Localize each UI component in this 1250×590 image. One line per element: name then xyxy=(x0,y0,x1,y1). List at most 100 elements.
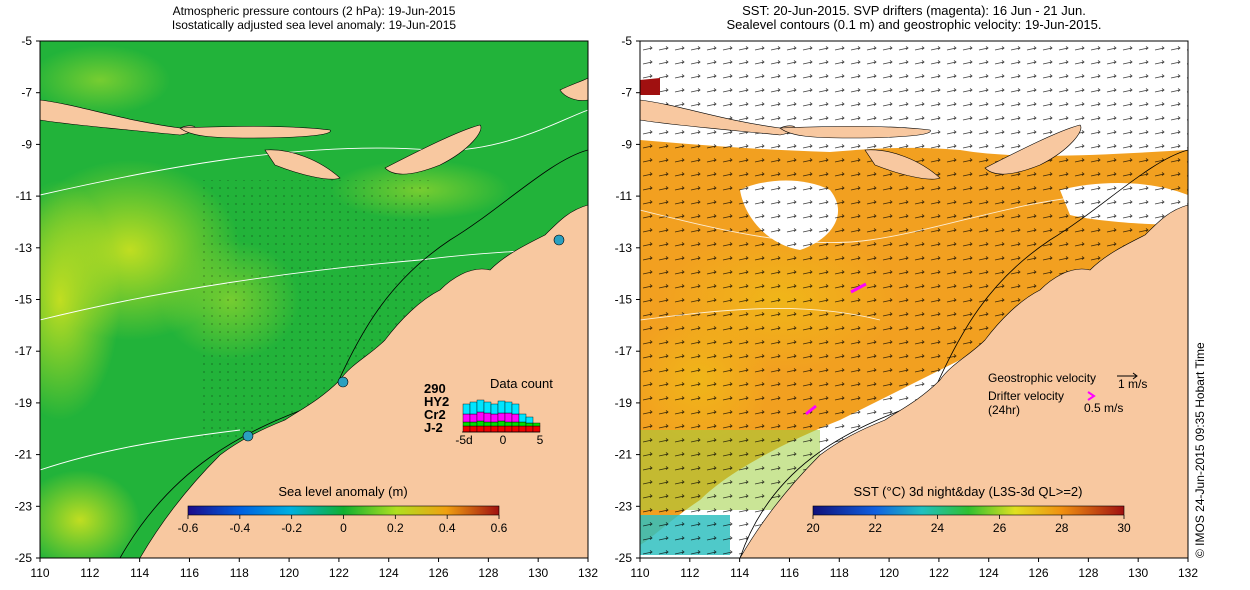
colorbar-tick-label: 0.6 xyxy=(491,521,508,535)
x-tick-label: 124 xyxy=(979,566,999,580)
x-tick-label: 118 xyxy=(830,566,849,580)
data-count-bar xyxy=(497,400,506,414)
data-count-bar xyxy=(504,401,513,414)
arrow-head-icon xyxy=(1132,372,1138,380)
left-map-panel xyxy=(40,41,588,558)
imos-credit: © IMOS 24-Jun-2015 09:35 Hobart Time xyxy=(1193,342,1207,558)
x-tick-label: 122 xyxy=(929,566,949,580)
data-count-bar xyxy=(511,413,520,423)
drifter-velocity-label: Drifter velocity xyxy=(988,389,1064,403)
data-count-bar xyxy=(511,425,520,433)
y-tick-label: -5 xyxy=(21,34,32,48)
x-tick-label: 122 xyxy=(329,566,349,580)
data-count-bar xyxy=(532,422,541,427)
drifter-arrow-icon xyxy=(1087,391,1096,401)
y-tick-label: -15 xyxy=(15,293,33,307)
data-count-title: Data count xyxy=(490,376,553,391)
tide-gauge-marker[interactable] xyxy=(242,430,254,442)
sealevel-contour xyxy=(640,194,1101,244)
data-count-axis-label: 5 xyxy=(537,433,544,447)
x-tick-label: 126 xyxy=(1029,566,1049,580)
data-count-axis-label: -5d xyxy=(455,433,472,447)
y-tick-label: -15 xyxy=(615,293,633,307)
data-count-bar xyxy=(469,421,478,427)
sla-mid-region xyxy=(40,45,170,115)
left-title-line2: Isostatically adjusted sea level anomaly… xyxy=(171,18,457,32)
sst-colorbar-gradient xyxy=(812,505,1125,516)
y-tick-label: -23 xyxy=(15,499,33,513)
left-map-title: Atmospheric pressure contours (2 hPa): 1… xyxy=(40,4,588,32)
x-tick-label: 126 xyxy=(429,566,449,580)
x-tick-label: 118 xyxy=(230,566,249,580)
data-count-bar xyxy=(462,425,471,433)
y-tick-label: -25 xyxy=(15,551,33,565)
timor-island xyxy=(384,124,482,175)
data-count-bar xyxy=(476,425,485,433)
y-tick-label: -25 xyxy=(615,551,633,565)
data-count-bar xyxy=(525,422,534,427)
colorbar-tick-label: 20 xyxy=(806,521,820,535)
data-count-bar xyxy=(469,425,478,433)
y-tick-label: -9 xyxy=(21,137,32,151)
colorbar-tick-label: -0.4 xyxy=(229,521,250,535)
data-count-bar xyxy=(511,403,520,415)
geostrophic-scale-label: 1 m/s xyxy=(1118,377,1147,391)
island xyxy=(559,77,588,101)
y-tick-label: -7 xyxy=(21,86,32,100)
y-tick-label: -5 xyxy=(621,34,632,48)
x-tick-label: 128 xyxy=(478,566,498,580)
colorbar-tick-label: 0 xyxy=(340,521,347,535)
y-tick-label: -13 xyxy=(615,241,633,255)
satellite-legend-item: 290 xyxy=(424,381,446,396)
y-tick-label: -13 xyxy=(15,241,33,255)
data-count-bar xyxy=(497,420,506,427)
y-tick-label: -21 xyxy=(615,448,633,462)
sla-colorbar-gradient xyxy=(187,505,500,516)
data-count-bar xyxy=(490,425,499,433)
x-tick-label: 120 xyxy=(279,566,299,580)
y-tick-label: -11 xyxy=(616,189,633,203)
pressure-contour xyxy=(40,429,241,471)
data-count-bar xyxy=(511,421,520,427)
data-count-bar xyxy=(497,425,506,433)
colorbar-tick-label: 24 xyxy=(931,521,945,535)
drifter-track[interactable] xyxy=(850,282,867,294)
sla-mid-region xyxy=(40,470,140,558)
tide-gauge-marker[interactable] xyxy=(337,376,349,388)
data-count-bar xyxy=(504,421,513,427)
y-tick-label: -9 xyxy=(621,137,632,151)
data-count-bar xyxy=(476,399,485,413)
y-tick-label: -7 xyxy=(621,86,632,100)
island xyxy=(264,149,341,180)
x-tick-label: 116 xyxy=(780,566,799,580)
island xyxy=(779,126,931,139)
data-count-bar xyxy=(525,416,534,424)
data-count-bar xyxy=(476,411,485,422)
y-tick-label: -11 xyxy=(16,189,33,203)
tide-gauge-marker[interactable] xyxy=(553,234,565,246)
sla-high-region xyxy=(40,180,120,420)
data-count-bar xyxy=(483,401,492,414)
data-count-bar xyxy=(504,412,513,423)
data-count-bar xyxy=(462,413,471,423)
x-tick-label: 116 xyxy=(180,566,199,580)
drifter-track[interactable] xyxy=(805,404,817,416)
data-count-bar xyxy=(518,421,527,427)
data-count-bar xyxy=(490,421,499,427)
data-count-bar xyxy=(462,421,471,427)
pressure-contour xyxy=(40,109,588,196)
data-count-bar xyxy=(490,413,499,423)
data-count-bar xyxy=(476,420,485,427)
data-count-axis-ticks: -5d 0 5 xyxy=(455,433,543,447)
satellite-legend-item: J-2 xyxy=(424,420,443,435)
sla-colorbar-ticks: -0.6 -0.4 -0.2 0 0.2 0.4 0.6 xyxy=(178,515,508,535)
data-count-bar xyxy=(469,401,478,415)
sst-colorbar-label: SST (°C) 3d night&day (L3S-3d QL>=2) xyxy=(854,484,1083,499)
data-count-axis-label: 0 xyxy=(500,433,507,447)
colorbar-tick-label: -0.2 xyxy=(281,521,302,535)
colorbar-tick-label: -0.6 xyxy=(178,521,199,535)
data-count-bar xyxy=(483,412,492,423)
